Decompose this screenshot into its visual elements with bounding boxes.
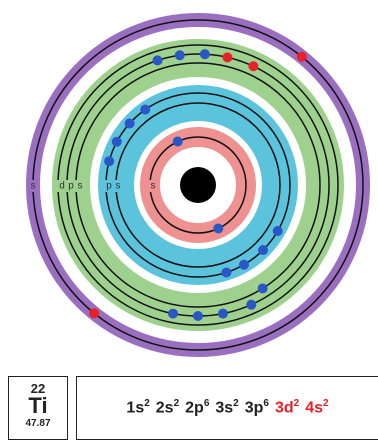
electron [153, 55, 163, 65]
electron [175, 50, 185, 60]
electron [89, 308, 99, 318]
orbital: 1s [126, 400, 144, 417]
electron-count: 2 [294, 398, 300, 409]
config-term: 3s2 [215, 398, 238, 417]
electron [104, 156, 114, 166]
electron [213, 224, 223, 234]
orbital: 2s [156, 400, 174, 417]
orbital: 3s [215, 400, 233, 417]
shell-label: s [31, 181, 36, 192]
electron [173, 136, 183, 146]
electron-count: 6 [263, 398, 269, 409]
electron-count: 2 [323, 398, 329, 409]
electron [221, 267, 231, 277]
shell-label: p [68, 181, 74, 192]
electron [239, 260, 249, 270]
config-term: 4s2 [305, 398, 328, 417]
orbital: 4s [305, 400, 323, 417]
electron [222, 52, 232, 62]
electron [112, 137, 122, 147]
orbital: 3d [275, 400, 294, 417]
shell-label: s [78, 181, 83, 192]
shell-label: d [59, 181, 65, 192]
config-term: 2s2 [156, 398, 179, 417]
atomic-mass: 47.87 [9, 418, 67, 429]
electron [246, 300, 256, 310]
electron-count: 2 [174, 398, 180, 409]
electron [168, 309, 178, 319]
electron [218, 309, 228, 319]
atom-diagram: s d p s p s s [0, 0, 378, 370]
electron [273, 226, 283, 236]
electron [193, 311, 203, 321]
electron [200, 49, 210, 59]
page: s d p s p s s 22 Ti 47.87 1s22s22p63s23p… [0, 0, 378, 447]
config-term: 3d2 [275, 398, 299, 417]
electron [125, 118, 135, 128]
shell-label: p [106, 181, 112, 192]
element-box: 22 Ti 47.87 [8, 376, 68, 440]
nucleus [180, 167, 216, 203]
config-term: 1s2 [126, 398, 149, 417]
electron [248, 61, 258, 71]
shell-label: s [116, 181, 121, 192]
orbital: 2p [185, 400, 204, 417]
electron [258, 283, 268, 293]
config-term: 2p6 [185, 398, 209, 417]
electron-count: 6 [204, 398, 210, 409]
electron [297, 52, 307, 62]
electron [258, 245, 268, 255]
shell-label: s [151, 181, 156, 192]
electron-count: 2 [233, 398, 239, 409]
electron [140, 105, 150, 115]
element-symbol: Ti [9, 396, 67, 416]
config-term: 3p6 [245, 398, 269, 417]
electron-count: 2 [144, 398, 150, 409]
orbital: 3p [245, 400, 264, 417]
